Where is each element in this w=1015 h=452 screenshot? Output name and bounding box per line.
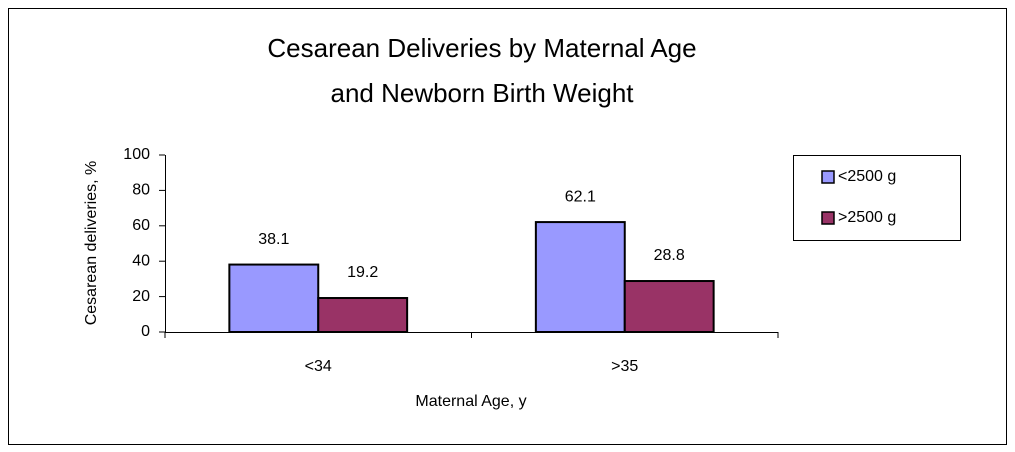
chart-title: Cesarean Deliveries by Maternal Age: [267, 33, 696, 63]
y-tick-label: 60: [132, 217, 150, 234]
y-tick-label: 100: [123, 146, 150, 163]
value-label: 28.8: [654, 247, 685, 264]
y-tick-label: 20: [132, 288, 150, 305]
bar: [534, 221, 626, 333]
bar: [317, 297, 409, 333]
x-tick-label: >35: [611, 358, 638, 375]
value-label: 19.2: [347, 264, 378, 281]
y-tick-label: 0: [141, 323, 150, 340]
bar: [228, 263, 320, 333]
legend-swatch: [821, 170, 835, 184]
bar: [623, 280, 715, 333]
y-axis-title: Cesarean deliveries, %: [83, 161, 100, 326]
value-label: 62.1: [565, 188, 596, 205]
chart-title: and Newborn Birth Weight: [330, 78, 634, 108]
x-axis-title: Maternal Age, y: [415, 393, 526, 410]
x-tick-label: <34: [305, 358, 332, 375]
y-tick-label: 40: [132, 252, 150, 269]
legend-box: [793, 155, 961, 241]
y-tick-label: 80: [132, 182, 150, 199]
legend-swatch: [821, 211, 835, 225]
legend-label: >2500 g: [838, 209, 896, 226]
legend-label: <2500 g: [838, 168, 896, 185]
value-label: 38.1: [258, 231, 289, 248]
